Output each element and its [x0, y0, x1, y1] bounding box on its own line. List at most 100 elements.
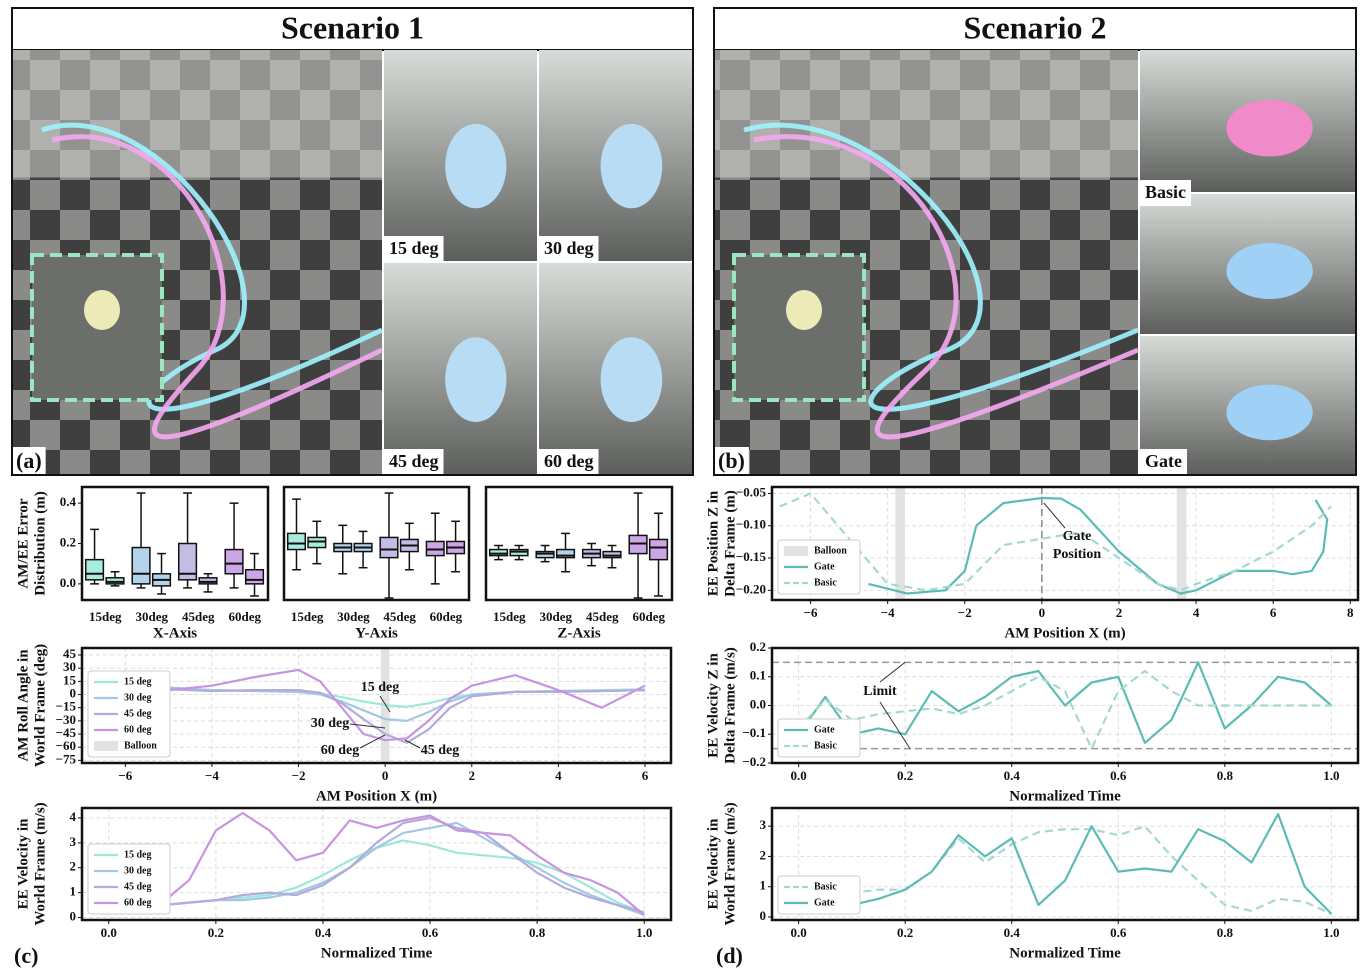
box: [426, 541, 444, 555]
legend-label: Basic: [814, 740, 837, 751]
legend-label: Gate: [814, 724, 835, 735]
legend-label: 45 deg: [124, 708, 152, 719]
y-axis-label: World Frame (m/s): [32, 802, 48, 925]
legend-label: Basic: [814, 577, 837, 588]
series-line: [799, 826, 1332, 914]
x-tick-label: 8: [1347, 605, 1354, 620]
legend-swatch: [784, 546, 808, 556]
box: [536, 552, 554, 558]
y-axis-label: Delta Frame (m): [722, 490, 738, 597]
x-tick-label: 0.6: [1110, 925, 1127, 940]
y-tick-label: 0.1: [750, 668, 766, 683]
x-tick-label: 6: [642, 768, 649, 783]
x-tick-label: 0.4: [1004, 925, 1021, 940]
annotation: Gate: [1063, 529, 1092, 544]
y-axis-label: EE Position Z in: [705, 490, 721, 596]
y-axis-label: World Frame (deg): [32, 644, 48, 767]
y-axis-label: EE Velocity in: [15, 818, 31, 910]
series-line: [868, 498, 1327, 594]
x-tick-label: 0.8: [1217, 925, 1234, 940]
series-line: [109, 813, 644, 915]
y-tick-label: 0.0: [60, 575, 76, 590]
y-axis-label: Delta Frame (m/s): [722, 647, 738, 764]
y-tick-label: 3: [70, 834, 77, 849]
span: [1177, 487, 1187, 600]
x-tick-label: 2: [1116, 605, 1123, 620]
y-axis-label: Distribution (m): [32, 491, 48, 596]
legend-label: 60 deg: [124, 897, 152, 908]
photo-label: Gate: [1145, 451, 1182, 471]
x-tick-label: 1.0: [1323, 925, 1339, 940]
photo-label: 15 deg: [389, 238, 439, 258]
y-tick-label: −0.1: [742, 725, 766, 740]
annotation: 45 deg: [421, 743, 460, 758]
annotation: 30 deg: [311, 716, 350, 731]
x-tick-label: −2: [958, 605, 972, 620]
x-tick-label: 0.4: [315, 925, 332, 940]
balloon: [445, 124, 506, 208]
x-tick-label: −4: [881, 605, 895, 620]
y-tick-label: 0.2: [750, 639, 766, 654]
legend-label: 15 deg: [124, 849, 152, 860]
panel-label: (a): [16, 448, 42, 473]
x-axis-label: Normalized Time: [1009, 788, 1121, 804]
x-tick-label: 1.0: [636, 925, 652, 940]
balloon: [445, 337, 506, 422]
annotation-arrow: [350, 724, 385, 728]
balloon: [601, 337, 663, 422]
photo-label: 45 deg: [389, 451, 439, 471]
balloon: [1226, 385, 1312, 441]
y-tick-label: 0: [760, 908, 767, 923]
legend-swatch: [94, 741, 118, 751]
x-tick-label: 30deg: [337, 609, 370, 624]
photo-label: 60 deg: [544, 451, 594, 471]
series-line: [109, 823, 644, 915]
balloon: [84, 290, 120, 330]
x-tick-label: 60deg: [633, 609, 666, 624]
legend-label: Balloon: [124, 740, 157, 751]
y-tick-label: −75: [56, 751, 77, 766]
box: [86, 560, 104, 580]
annotation: Limit: [863, 684, 897, 699]
x-tick-label: 15deg: [493, 609, 526, 624]
y-tick-label: 3: [760, 817, 767, 832]
y-tick-label: −0.15: [736, 549, 767, 564]
x-axis-label: Normalized Time: [1009, 945, 1121, 961]
photo-label: Basic: [1145, 182, 1186, 202]
x-tick-label: 6: [1270, 605, 1277, 620]
y-tick-label: 1: [70, 884, 77, 899]
box: [629, 535, 647, 553]
x-tick-label: 30deg: [136, 609, 169, 624]
figure: Scenario 115 deg30 deg45 deg60 deg(a)Sce…: [0, 0, 1361, 973]
panel-label: (b): [718, 448, 745, 473]
y-tick-label: 2: [760, 847, 767, 862]
photo-label: 30 deg: [544, 238, 594, 258]
y-tick-label: 0.2: [60, 534, 76, 549]
x-axis-label: AM Position X (m): [1004, 625, 1125, 641]
x-tick-label: 4: [1193, 605, 1200, 620]
y-tick-label: 1: [760, 878, 767, 893]
box: [199, 578, 217, 584]
x-tick-label: 0.0: [101, 925, 117, 940]
x-tick-label: 0.8: [1217, 768, 1234, 783]
box: [225, 550, 243, 574]
box: [510, 550, 528, 556]
box: [246, 570, 264, 584]
y-axis-label: AM Roll Angle in: [15, 649, 31, 762]
series-line: [780, 494, 1331, 591]
figure-label: (c): [14, 943, 38, 968]
x-tick-label: 15deg: [89, 609, 122, 624]
y-tick-label: 0.0: [750, 696, 766, 711]
x-axis-label: X-Axis: [153, 625, 197, 641]
balloon: [1226, 100, 1312, 157]
y-axis-label: World Frame (m/s): [722, 802, 738, 925]
balloon: [601, 124, 663, 208]
x-tick-label: 45deg: [383, 609, 416, 624]
y-axis-label: AM/EE Error: [15, 498, 31, 588]
panel-title: Scenario 1: [281, 9, 424, 45]
x-axis-label: Y-Axis: [355, 625, 398, 641]
series-line: [109, 818, 644, 913]
figure-label: (d): [716, 943, 743, 968]
box: [603, 552, 621, 558]
x-tick-label: 0.6: [1110, 768, 1127, 783]
